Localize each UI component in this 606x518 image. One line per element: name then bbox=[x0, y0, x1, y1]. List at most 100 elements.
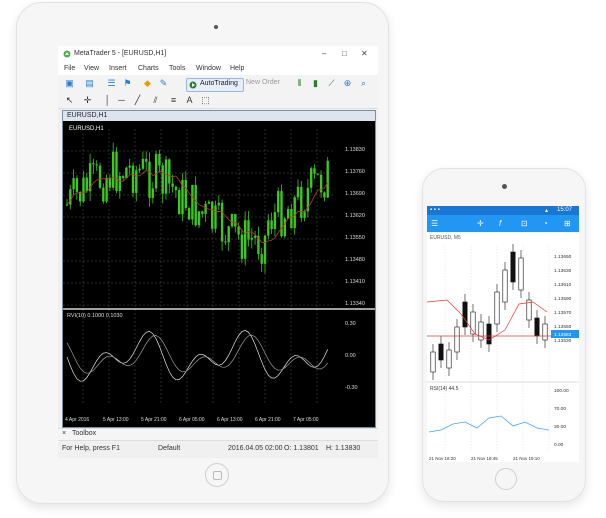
minimize-button[interactable]: – bbox=[322, 49, 327, 58]
new-order-button[interactable]: New Order bbox=[246, 79, 280, 86]
phone-candle-body bbox=[454, 326, 460, 353]
close-button[interactable]: ✕ bbox=[361, 49, 368, 58]
price-axis-label: 1.13480 bbox=[345, 257, 365, 263]
candle-body bbox=[217, 202, 220, 206]
phone-price-label: 1.13530 bbox=[554, 338, 572, 344]
search-icon[interactable]: ⌕ bbox=[360, 78, 367, 88]
fibonacci-icon[interactable]: ≡ bbox=[170, 95, 177, 105]
candle-body bbox=[158, 153, 161, 166]
phone-candle-body bbox=[446, 349, 452, 369]
notification-icon: ▪ ▪ ▪ bbox=[430, 207, 440, 213]
candle-body bbox=[296, 186, 300, 198]
window-title: MetaTrader 5 - [EURUSD,H1] bbox=[74, 50, 167, 57]
line-chart-icon[interactable]: ⟋ bbox=[328, 78, 335, 88]
candle-body bbox=[323, 192, 326, 198]
phone-candle-body bbox=[486, 323, 492, 345]
crosshair-icon[interactable]: ✛ bbox=[477, 219, 484, 228]
timeframe-icon[interactable]: ◔ bbox=[543, 219, 548, 228]
shapes-icon[interactable]: ⬚ bbox=[201, 95, 210, 105]
new-chart-icon[interactable]: ▣ bbox=[65, 78, 74, 88]
menu-tools[interactable]: Tools bbox=[169, 65, 186, 72]
phone-moving-average bbox=[427, 299, 548, 341]
vertical-line-icon[interactable]: │ bbox=[104, 95, 111, 105]
price-chart[interactable]: EURUSD,H1 1.13830 1.13760 1.13690 1.13620 1.1… bbox=[63, 121, 375, 427]
phone-indicator-level: 100.00 bbox=[554, 388, 569, 394]
phone-price-chart[interactable]: 1.13650 1.13630 1.13610 1.13590 1.13570 1.135… bbox=[427, 232, 579, 462]
candle-body bbox=[224, 241, 227, 243]
candle-body bbox=[148, 161, 151, 198]
autotrading-button[interactable]: AutoTrading bbox=[186, 78, 244, 92]
menu-view[interactable]: View bbox=[84, 65, 100, 72]
zoom-in-icon[interactable]: ⊕ bbox=[343, 78, 352, 88]
phone-price-label: 1.13550 bbox=[554, 324, 572, 330]
status-time: 15:07 bbox=[557, 207, 573, 213]
candle-body bbox=[293, 197, 296, 229]
text-icon[interactable]: A bbox=[186, 95, 193, 105]
candle-body bbox=[306, 187, 310, 212]
phone-candle-body bbox=[502, 269, 508, 303]
candle-body bbox=[118, 176, 121, 191]
profiles-icon[interactable]: ▤ bbox=[85, 78, 94, 88]
trendline-icon[interactable]: ╱ bbox=[134, 95, 141, 105]
market-watch-icon[interactable]: ☰ bbox=[107, 78, 116, 88]
tablet-home-button[interactable] bbox=[205, 463, 229, 487]
phone-candle-body bbox=[510, 251, 516, 283]
menu-window[interactable]: Window bbox=[196, 65, 221, 72]
candle-body bbox=[184, 179, 187, 209]
toolbox-close-icon[interactable]: × bbox=[62, 430, 67, 437]
oscillator-signal-line bbox=[66, 334, 328, 374]
phone-price-label: 1.13630 bbox=[554, 268, 572, 274]
candle-body bbox=[286, 208, 290, 219]
new-order-icon[interactable]: ⊞ bbox=[564, 219, 571, 228]
candle-body bbox=[250, 237, 253, 240]
chart-symbol-label: EURUSD,H1 bbox=[69, 126, 104, 132]
indicators-icon[interactable]: f bbox=[499, 219, 502, 228]
candle-body bbox=[98, 165, 102, 188]
candle-body bbox=[267, 220, 270, 236]
phone-candle-body bbox=[470, 311, 476, 335]
channel-icon[interactable]: ⫽ bbox=[153, 95, 158, 105]
tablet-camera bbox=[214, 25, 218, 29]
phone-home-button[interactable] bbox=[495, 468, 517, 490]
chart-window[interactable]: EURUSD,H1 EURUSD,H1 1.13830 1.13760 1.13690… bbox=[62, 110, 376, 428]
maximize-button[interactable]: □ bbox=[342, 49, 347, 58]
candle-body bbox=[283, 218, 286, 237]
menu-icon[interactable]: ☰ bbox=[431, 219, 439, 228]
menu-insert[interactable]: Insert bbox=[109, 65, 127, 72]
moving-average-line bbox=[66, 170, 329, 244]
candle-body bbox=[290, 208, 293, 229]
navigator-icon[interactable]: ⚑ bbox=[123, 78, 132, 88]
price-axis-label: 1.13550 bbox=[345, 235, 365, 241]
candlestick-icon[interactable]: ▮ bbox=[313, 78, 318, 88]
phone-price-label: 1.13570 bbox=[554, 310, 572, 316]
status-help: For Help, press F1 bbox=[62, 445, 120, 452]
horizontal-line-icon[interactable]: ─ bbox=[118, 95, 125, 105]
candle-body bbox=[240, 234, 244, 259]
candle-body bbox=[187, 208, 191, 220]
tester-icon[interactable]: ✎ bbox=[159, 78, 168, 88]
candle-body bbox=[131, 165, 135, 193]
menu-charts[interactable]: Charts bbox=[138, 65, 159, 72]
phone-candle-body bbox=[542, 323, 548, 341]
phone-indicator-line bbox=[428, 415, 550, 433]
candle-body bbox=[310, 168, 313, 188]
candle-body bbox=[178, 190, 181, 215]
menu-help[interactable]: Help bbox=[230, 65, 245, 72]
candle-body bbox=[303, 211, 306, 218]
objects-icon[interactable]: ⊡ bbox=[521, 219, 528, 228]
title-bar: MetaTrader 5 - [EURUSD,H1] – □ ✕ bbox=[58, 46, 378, 64]
toolbox-label[interactable]: Toolbox bbox=[72, 430, 97, 437]
toolbox-bar: × Toolbox bbox=[58, 428, 378, 440]
strategy-icon[interactable]: ◆ bbox=[144, 78, 151, 88]
cursor-icon[interactable]: ↖ bbox=[65, 95, 74, 105]
candle-body bbox=[138, 168, 141, 171]
candle-body bbox=[69, 189, 72, 205]
chart-window-header: EURUSD,H1 bbox=[63, 111, 375, 121]
phone-price-label: 1.13650 bbox=[554, 254, 572, 260]
crosshair-icon[interactable]: ✛ bbox=[83, 95, 92, 105]
menu-file[interactable]: File bbox=[64, 65, 76, 72]
candle-body bbox=[277, 191, 280, 213]
oscillator-axis-label: -0.30 bbox=[345, 385, 358, 391]
candle-body bbox=[145, 158, 148, 162]
bar-chart-icon[interactable]: ⫴ bbox=[297, 78, 302, 88]
